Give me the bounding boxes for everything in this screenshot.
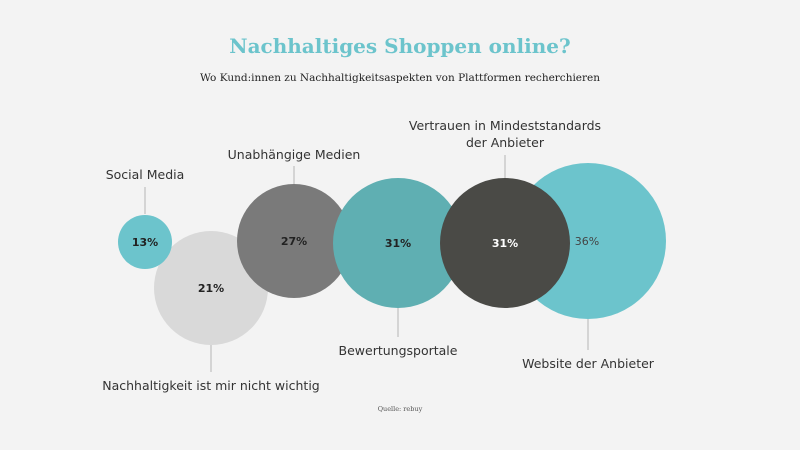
bubble: 27%: [237, 184, 351, 298]
label-unabhaengige-medien: Unabhängige Medien: [227, 147, 361, 162]
bubble-value: 36%: [575, 235, 599, 248]
label-social-media: Social Media: [105, 167, 185, 182]
bubble: 13%: [118, 215, 172, 269]
bubble-circle: [440, 178, 570, 308]
bubble-circle: [333, 178, 463, 308]
label-bewertungsportale: Bewertungsportale: [338, 343, 458, 358]
bubble-circle: [118, 215, 172, 269]
source-note: Quelle: rebuy: [377, 405, 423, 413]
chart-title: Nachhaltiges Shoppen online?: [229, 34, 571, 58]
label-vertrauen-line1: Vertrauen in Mindeststandards: [408, 118, 602, 133]
bubble-value: 31%: [385, 237, 411, 250]
bubble: 21%: [154, 231, 268, 345]
bubble: 31%: [333, 178, 463, 308]
bubble-value: 31%: [492, 237, 518, 250]
bubble: 31%: [440, 178, 570, 308]
chart-subtitle: Wo Kund:innen zu Nachhaltigkeitsaspekten…: [199, 72, 601, 84]
bubble-value: 13%: [132, 236, 158, 249]
label-vertrauen-line2: der Anbieter: [465, 135, 545, 150]
label-nicht-wichtig: Nachhaltigkeit ist mir nicht wichtig: [102, 378, 320, 393]
bubble-value: 27%: [281, 235, 307, 248]
label-website-der-anbieter: Website der Anbieter: [522, 356, 654, 371]
bubble-value: 21%: [198, 282, 224, 295]
bubble-circle: [237, 184, 351, 298]
bubble-circle: [154, 231, 268, 345]
